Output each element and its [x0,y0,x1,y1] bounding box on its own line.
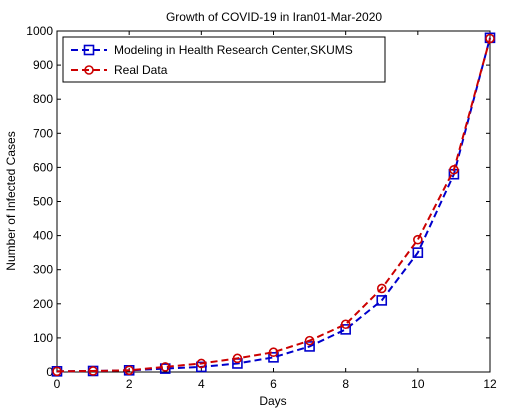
data-point-marker [304,335,315,346]
data-point-marker [304,341,315,352]
plot-area [56,30,491,373]
y-tick-label: 900 [33,58,53,72]
data-point-marker [160,362,171,372]
y-tick-label: 0 [46,365,53,379]
x-tick-label: 0 [54,377,61,391]
data-point-marker [232,353,243,364]
data-point-marker [413,234,423,245]
series-layer [51,32,496,377]
y-tick-label: 400 [33,229,53,243]
chart-title: Growth of COVID-19 in Iran01-Mar-2020 [166,10,382,24]
x-tick-label: 4 [198,377,205,391]
x-tick-label: 6 [270,377,277,391]
axis-ticks: 0 2 4 6 8 10 12 0 100 200 300 400 500 600 700 800 900 100… [26,24,497,391]
data-point-marker [340,319,351,330]
legend: Modeling in Health Research Center,SKUMS… [62,36,386,83]
data-point-marker [196,358,207,369]
x-axis-label: Days [259,394,286,408]
data-point-marker [159,363,171,374]
data-point-marker [124,365,134,376]
data-point-marker [485,33,495,44]
y-tick-label: 800 [33,92,53,106]
y-tick-label: 1000 [26,24,53,38]
y-tick-label: 500 [33,195,53,209]
data-point-marker [449,164,459,175]
x-tick-label: 12 [483,377,497,391]
x-tick-label: 10 [411,377,425,391]
y-tick-label: 700 [33,126,53,140]
y-tick-label: 200 [33,297,53,311]
y-tick-label: 600 [33,160,53,174]
data-point-marker [52,366,62,377]
data-point-marker [376,295,388,306]
series-line [56,38,491,373]
x-tick-label: 2 [126,377,133,391]
legend-entry: Real Data [71,63,168,77]
legend-entry: Modeling in Health Research Center,SKUMS [71,43,353,57]
y-tick-label: 100 [33,331,53,345]
legend-marker-sample [84,65,94,75]
legend-marker-sample [83,44,95,56]
legend-box [62,36,386,83]
data-point-marker [340,324,351,335]
series-real-data [52,33,495,377]
legend-label: Real Data [114,63,168,77]
legend-label: Modeling in Health Research Center,SKUMS [114,43,353,57]
x-tick-label: 8 [342,377,349,391]
y-axis-label: Number of Infected Cases [4,131,18,270]
data-point-marker [196,361,207,373]
data-point-marker [88,366,98,376]
data-point-marker [412,247,424,258]
data-point-marker [268,347,279,358]
data-point-marker [268,352,279,363]
data-point-marker [376,283,387,294]
y-tick-label: 300 [33,263,53,277]
